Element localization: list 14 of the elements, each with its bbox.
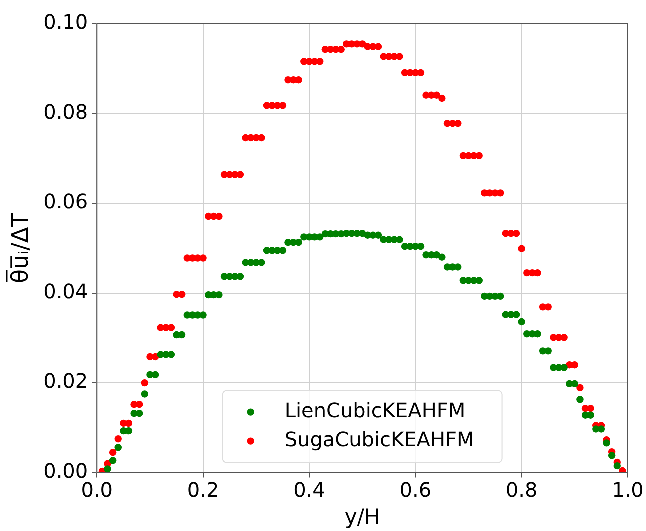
x-tick-label: 1.0 [612,478,644,502]
y-tick-label: 0.06 [44,190,88,214]
x-tick-label: 0.8 [506,478,538,502]
x-tick-label: 0.4 [294,478,326,502]
y-tick-label: 0.02 [44,369,88,394]
y-axis-title: θ̅u̅ᵢ/ΔT [6,212,34,284]
x-axis-title: y/H [344,504,380,529]
x-tick-label: 0.2 [187,478,220,502]
y-tick-label: 0.04 [44,279,88,304]
legend-label: SugaCubicKEAHFM [284,428,474,452]
legend-label: LienCubicKEAHFM [284,398,466,423]
x-tick-label: 0.6 [400,478,432,502]
y-tick-label: 0.08 [44,100,88,124]
y-tick-label: 0.10 [44,10,88,34]
